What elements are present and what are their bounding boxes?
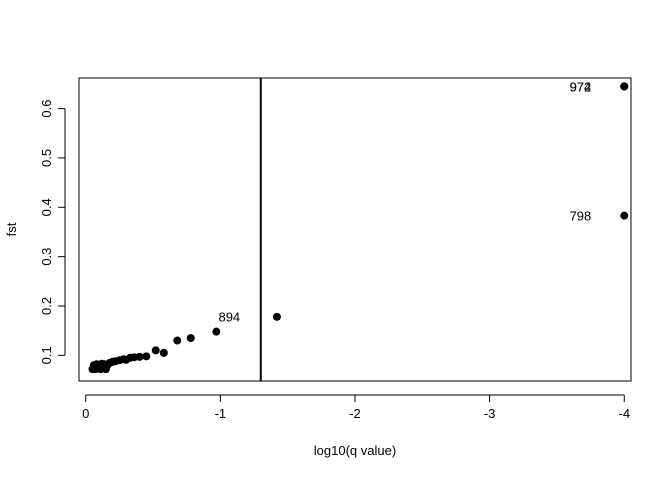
data-point bbox=[159, 348, 168, 357]
x-tick-label: -2 bbox=[349, 406, 361, 421]
x-axis-label: log10(q value) bbox=[314, 443, 396, 458]
y-tick-label: 0.2 bbox=[39, 297, 54, 315]
data-point bbox=[620, 82, 629, 91]
x-tick-label: -1 bbox=[215, 406, 227, 421]
data-point bbox=[142, 352, 151, 361]
y-tick-label: 0.6 bbox=[39, 100, 54, 118]
point-label: 894 bbox=[218, 310, 240, 325]
y-tick-label: 0.1 bbox=[39, 346, 54, 364]
data-point bbox=[620, 211, 629, 220]
plot-box bbox=[78, 77, 632, 382]
point-label: 972 bbox=[570, 79, 592, 94]
x-tick-label: -4 bbox=[618, 406, 630, 421]
y-axis-ticks: 0.1 0.2 0.3 0.4 0.5 0.6 bbox=[39, 100, 66, 364]
data-point bbox=[135, 352, 144, 361]
y-axis-label: fst bbox=[4, 222, 19, 236]
x-tick-label: -3 bbox=[484, 406, 496, 421]
x-axis-ticks: 0 -1 -2 -3 -4 bbox=[82, 394, 630, 421]
data-point bbox=[212, 327, 221, 336]
data-point bbox=[272, 312, 281, 321]
data-points bbox=[88, 82, 629, 374]
x-tick-label: 0 bbox=[82, 406, 89, 421]
point-label: 798 bbox=[570, 209, 592, 224]
data-point bbox=[151, 346, 160, 355]
point-label: 974 bbox=[570, 79, 592, 94]
y-tick-label: 0.4 bbox=[39, 198, 54, 216]
y-tick-label: 0.5 bbox=[39, 149, 54, 167]
data-point bbox=[173, 336, 182, 345]
data-point bbox=[186, 334, 195, 343]
y-tick-label: 0.3 bbox=[39, 248, 54, 266]
